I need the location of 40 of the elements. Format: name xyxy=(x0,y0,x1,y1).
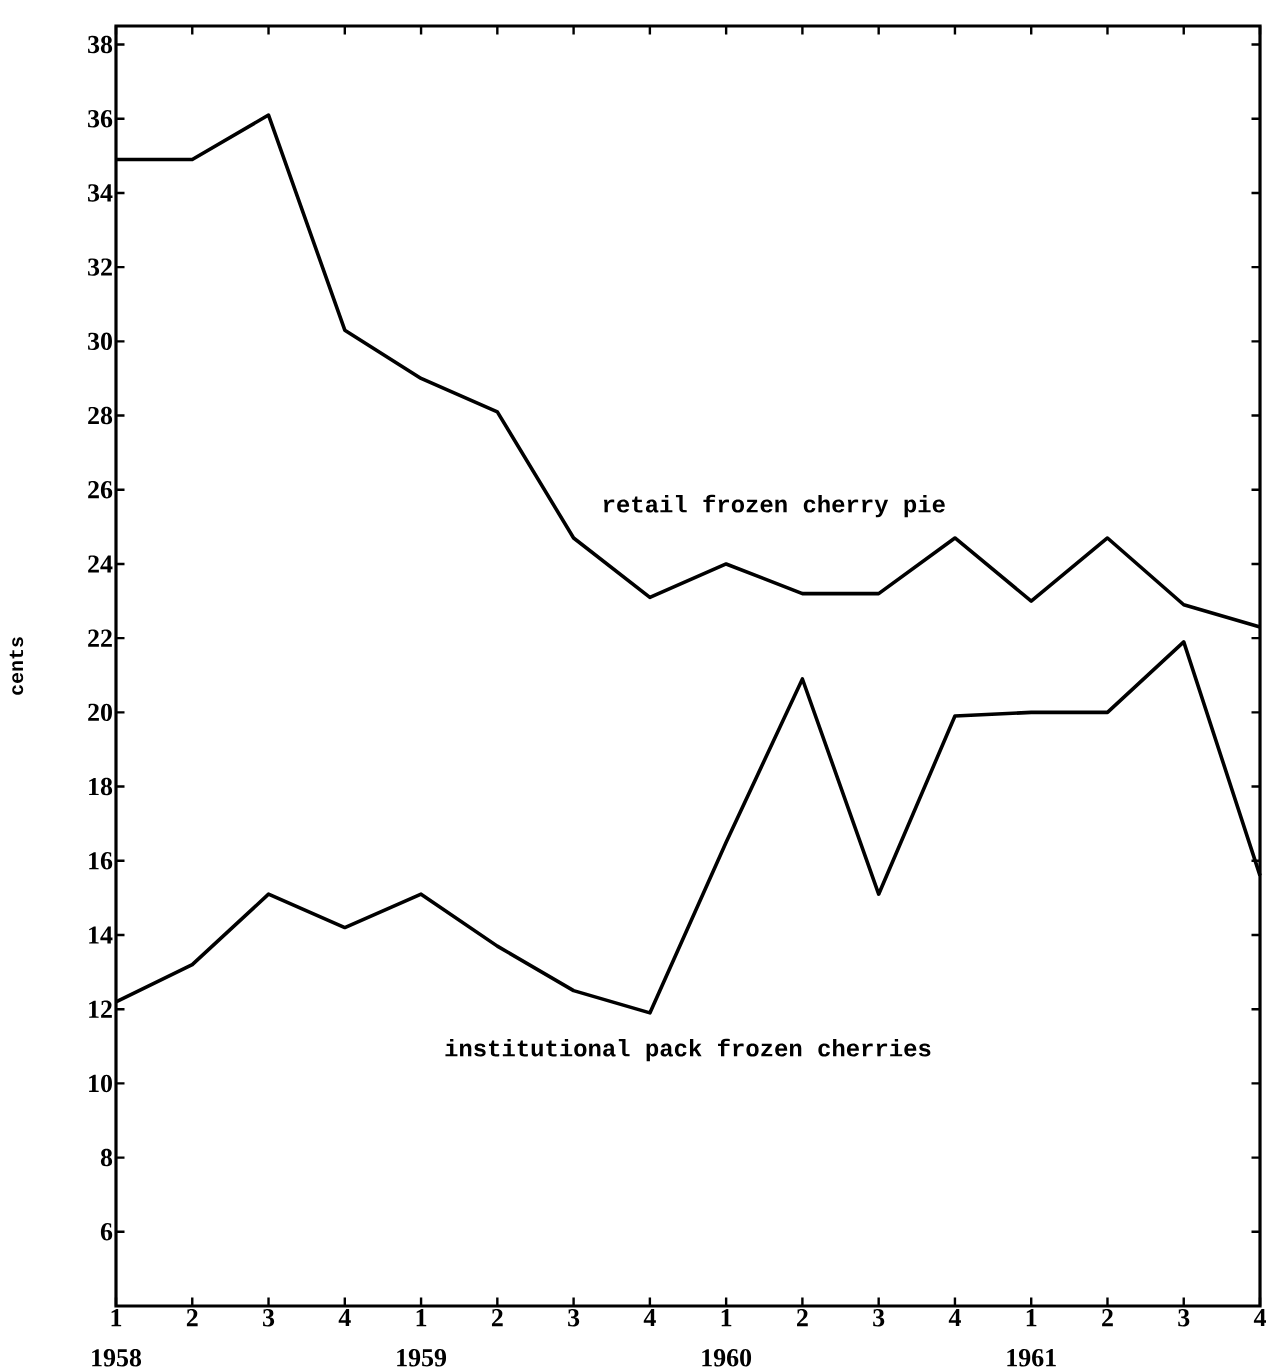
x-tick-label: 4 xyxy=(338,1309,351,1327)
y-tick-label: 30 xyxy=(88,332,112,351)
x-tick-label: 2 xyxy=(1102,1309,1113,1327)
x-tick-label: 3 xyxy=(568,1309,580,1327)
text: 1960 xyxy=(702,1349,752,1367)
y-tick-label: 28 xyxy=(88,406,113,425)
y-tick-label: 36 xyxy=(88,110,113,128)
x-tick-label: 2 xyxy=(186,1309,198,1327)
text: 1958 xyxy=(92,1349,142,1367)
x-tick-label: 1 xyxy=(721,1309,732,1327)
y-tick-label: 8 xyxy=(100,1148,113,1167)
x-tick-label: 2 xyxy=(797,1309,808,1327)
y-tick-label: 18 xyxy=(89,777,113,796)
x-tick-label: 2 xyxy=(491,1309,503,1327)
x-tick-label: 3 xyxy=(873,1309,885,1327)
y-tick-label: 20 xyxy=(88,703,112,722)
y-tick-label: 16 xyxy=(89,852,113,870)
x-tick-label: 1 xyxy=(416,1309,427,1327)
y-tick-label: 34 xyxy=(88,184,113,202)
y-tick-label: 38 xyxy=(88,35,113,54)
x-tick-label: 4 xyxy=(948,1309,961,1327)
x-tick-label: 3 xyxy=(1178,1309,1190,1327)
y-tick-label: 12 xyxy=(89,1000,112,1018)
series-label: retail frozen cherry pie xyxy=(603,494,945,518)
x-tick-label: 4 xyxy=(1253,1309,1266,1327)
y-axis-title: cents xyxy=(9,637,24,695)
text: institutional pack frozen cherries xyxy=(445,1038,931,1062)
x-tick-label: 4 xyxy=(643,1309,656,1327)
y-tick-label: 32 xyxy=(88,258,112,276)
y-tick-label: 22 xyxy=(88,629,112,647)
text: 1959 xyxy=(397,1349,447,1367)
x-tick-label: 1 xyxy=(1026,1309,1037,1327)
y-tick-label: 26 xyxy=(88,481,113,499)
x-tick-label: 3 xyxy=(263,1309,275,1327)
y-tick-label: 14 xyxy=(89,926,113,944)
text: 1961 xyxy=(1007,1349,1056,1367)
y-tick-label: 10 xyxy=(89,1074,112,1093)
y-tick-label: 24 xyxy=(88,555,113,573)
y-tick-label: 6 xyxy=(100,1223,113,1241)
x-tick-label: 1 xyxy=(111,1309,122,1327)
